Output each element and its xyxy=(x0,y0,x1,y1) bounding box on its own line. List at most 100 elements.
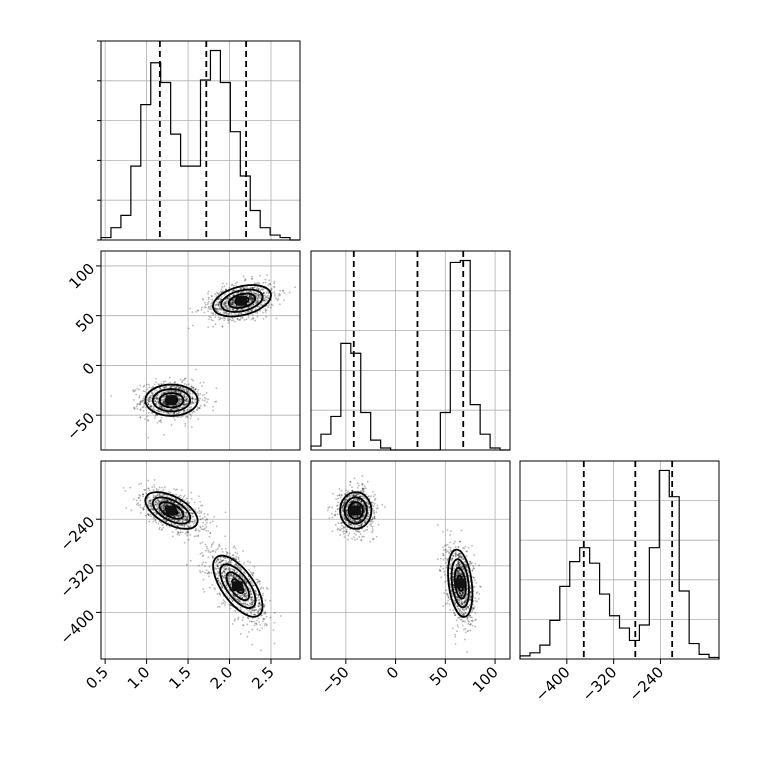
scatter-point xyxy=(266,294,269,297)
scatter-point xyxy=(219,594,222,596)
scatter-point xyxy=(148,397,151,400)
scatter-point xyxy=(197,418,200,420)
scatter-point xyxy=(345,530,348,533)
density-peak xyxy=(165,505,177,516)
scatter-point xyxy=(253,565,256,568)
scatter-point xyxy=(190,385,193,388)
scatter-point xyxy=(234,547,237,550)
scatter-point xyxy=(206,518,209,521)
scatter-point xyxy=(361,487,364,490)
scatter-point xyxy=(180,391,183,394)
scatter-point xyxy=(144,390,147,393)
scatter-point xyxy=(251,628,254,631)
scatter-point xyxy=(176,416,179,418)
scatter-point xyxy=(210,302,213,305)
scatter-point xyxy=(360,523,363,525)
scatter-point xyxy=(191,520,194,523)
scatter-point xyxy=(258,296,261,299)
scatter-point xyxy=(218,307,221,309)
scatter-point xyxy=(237,593,240,596)
scatter-point xyxy=(356,515,359,518)
scatter-point xyxy=(230,302,233,305)
scatter-point xyxy=(218,574,220,577)
scatter-point xyxy=(185,398,187,401)
scatter-point xyxy=(163,406,165,409)
scatter-point xyxy=(187,389,190,392)
scatter-point xyxy=(173,412,176,414)
scatter-point xyxy=(331,506,334,509)
scatter-point xyxy=(259,294,262,297)
scatter-point xyxy=(179,505,181,507)
scatter-point xyxy=(360,518,362,521)
scatter-point xyxy=(356,524,359,526)
scatter-point xyxy=(148,502,151,505)
scatter-point xyxy=(238,598,241,601)
scatter-point xyxy=(363,497,365,500)
scatter-point xyxy=(262,620,264,623)
scatter-point xyxy=(252,317,254,319)
scatter-point xyxy=(351,489,354,492)
scatter-point xyxy=(231,568,234,571)
scatter-point xyxy=(351,537,353,540)
scatter-point xyxy=(175,385,178,388)
scatter-point xyxy=(217,308,220,311)
scatter-point xyxy=(169,393,172,396)
scatter-point xyxy=(348,532,351,535)
scatter-point xyxy=(362,490,365,493)
scatter-point xyxy=(207,549,210,552)
scatter-point xyxy=(216,292,219,295)
scatter-point xyxy=(248,301,250,304)
scatter-point xyxy=(256,305,259,308)
scatter-point xyxy=(142,409,145,412)
scatter-point xyxy=(271,304,274,307)
scatter-point xyxy=(167,517,170,520)
scatter-point xyxy=(218,300,221,303)
scatter-point xyxy=(340,527,343,530)
scatter-point xyxy=(252,584,254,587)
scatter-point xyxy=(241,596,244,599)
scatter-point xyxy=(337,522,340,525)
scatter-point xyxy=(250,297,253,299)
scatter-point xyxy=(265,615,268,618)
scatter-point xyxy=(213,515,216,518)
scatter-point xyxy=(203,590,206,593)
scatter-point xyxy=(229,561,232,564)
scatter-point xyxy=(162,398,165,401)
scatter-point xyxy=(248,602,251,605)
scatter-point xyxy=(159,387,162,389)
histogram-step-p1 xyxy=(310,259,510,451)
scatter-point xyxy=(343,536,346,539)
scatter-point xyxy=(173,515,176,518)
scatter-point xyxy=(294,286,296,289)
scatter-point xyxy=(253,589,256,592)
scatter-point xyxy=(365,501,368,504)
scatter-point xyxy=(223,576,226,578)
scatter-point xyxy=(166,503,168,506)
scatter-point xyxy=(177,391,180,393)
scatter-point xyxy=(228,286,231,289)
scatter-point xyxy=(241,316,244,319)
scatter-point xyxy=(183,393,186,396)
scatter-point xyxy=(373,515,376,518)
scatter-point xyxy=(356,504,359,506)
scatter-point xyxy=(219,300,222,302)
scatter-point xyxy=(194,398,197,400)
scatter-point xyxy=(156,393,159,396)
scatter-point xyxy=(201,525,204,528)
scatter-point xyxy=(250,601,253,604)
scatter-point xyxy=(249,602,252,605)
scatter-point xyxy=(171,385,173,388)
scatter-point xyxy=(219,556,222,559)
scatter-point xyxy=(257,593,260,596)
scatter-point xyxy=(173,523,176,526)
scatter-point xyxy=(216,593,219,595)
scatter-point xyxy=(352,499,355,502)
scatter-point xyxy=(217,303,220,306)
scatter-point xyxy=(242,624,245,627)
scatter-point xyxy=(463,601,466,604)
scatter-point xyxy=(368,508,371,510)
scatter-point xyxy=(232,303,234,305)
scatter-point xyxy=(175,408,178,410)
scatter-point xyxy=(239,566,242,569)
scatter-point xyxy=(178,402,181,405)
